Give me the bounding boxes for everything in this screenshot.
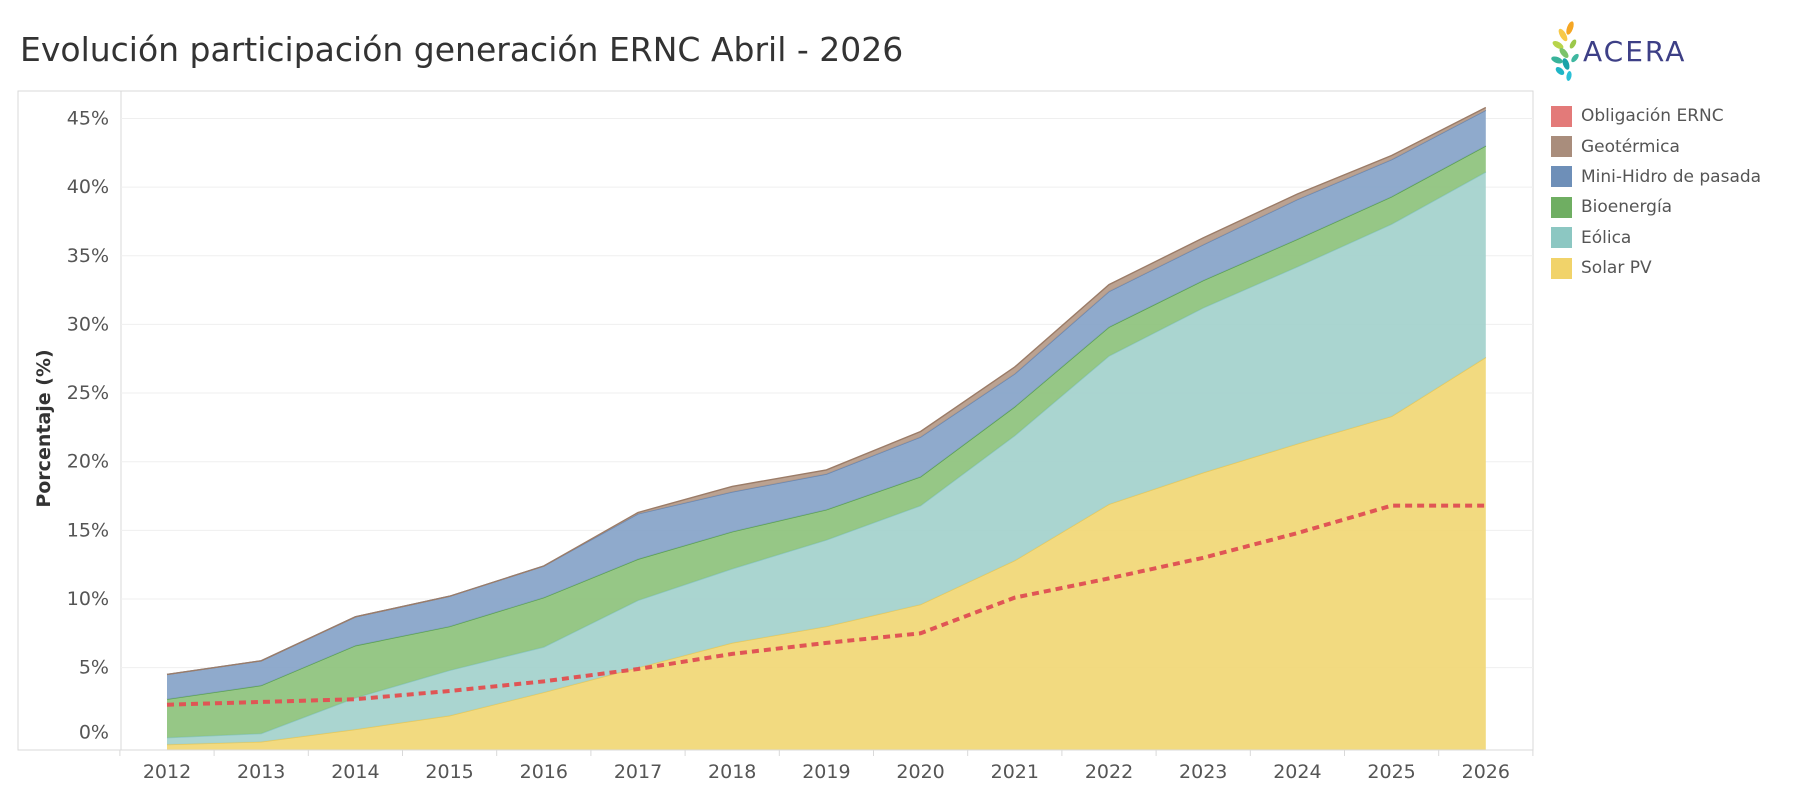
legend-swatch	[1551, 136, 1572, 158]
x-tick-label: 2015	[425, 761, 473, 783]
legend-label: Eólica	[1581, 227, 1632, 248]
y-tick-label: 10%	[67, 588, 109, 610]
legend: Obligación ERNC Geotérmica Mini-Hidro de p…	[1551, 101, 1761, 283]
x-tick-label: 2022	[1085, 761, 1133, 783]
line-layer	[166, 503, 1486, 707]
legend-item[interactable]: Eólica	[1551, 223, 1761, 253]
x-tick-label: 2018	[708, 761, 756, 783]
y-tick-label: 45%	[67, 107, 109, 129]
x-tick-label: 2017	[614, 761, 662, 783]
legend-item[interactable]: Mini-Hidro de pasada	[1551, 162, 1761, 192]
area-edge-geot-rmica	[166, 106, 1487, 676]
legend-item[interactable]: Obligación ERNC	[1551, 101, 1761, 131]
y-axis-title: Porcentaje (%)	[33, 349, 55, 507]
x-tick-label: 2021	[991, 761, 1039, 783]
chart-title: Evolución participación generación ERNC …	[20, 30, 904, 69]
y-tick-label: 25%	[67, 382, 109, 404]
acera-logo: ACERA	[1550, 18, 1700, 88]
axis-layer: 0% 5% 10% 15% 20% 25% 30% 35% 40% 45% 2012 2013 2014…	[33, 107, 1534, 783]
x-tick-label: 2012	[143, 761, 191, 783]
x-tick-label: 2025	[1367, 761, 1415, 783]
acera-logo-mark: ACERA	[1551, 21, 1686, 81]
x-tick-label: 2016	[520, 761, 568, 783]
area-e-lica	[167, 172, 1486, 745]
y-tick-label: 35%	[67, 245, 109, 267]
legend-label: Mini-Hidro de pasada	[1581, 166, 1762, 187]
legend-swatch	[1551, 196, 1572, 218]
x-tick-label: 2026	[1462, 761, 1510, 783]
legend-item[interactable]: Solar PV	[1551, 253, 1761, 283]
legend-item[interactable]: Bioenergía	[1551, 192, 1761, 222]
legend-swatch	[1551, 105, 1572, 127]
y-tick-label: 0%	[79, 721, 109, 743]
area-bioenerg-a	[167, 145, 1486, 738]
legend-swatch	[1551, 166, 1572, 188]
x-tick-label: 2019	[802, 761, 850, 783]
y-tick-label: 20%	[67, 451, 109, 473]
legend-label: Bioenergía	[1581, 197, 1673, 218]
legend-label: Obligación ERNC	[1581, 106, 1724, 127]
y-tick-label: 30%	[67, 313, 109, 335]
x-tick-label: 2014	[331, 761, 379, 783]
area-solar-pv	[167, 357, 1486, 750]
legend-swatch	[1551, 257, 1572, 279]
legend-label: Solar PV	[1581, 258, 1652, 279]
x-tick-label: 2020	[896, 761, 944, 783]
x-tick-label: 2024	[1273, 761, 1321, 783]
x-tick-label: 2013	[237, 761, 285, 783]
area-layer	[166, 106, 1487, 750]
y-tick-label: 5%	[79, 657, 109, 679]
legend-item[interactable]: Geotérmica	[1551, 131, 1761, 161]
y-tick-label: 40%	[67, 176, 109, 198]
x-tick-label: 2023	[1179, 761, 1227, 783]
logo-text: ACERA	[1583, 35, 1686, 68]
legend-label: Geotérmica	[1581, 136, 1680, 157]
y-tick-label: 15%	[67, 519, 109, 541]
obligacion-ernc-line	[166, 503, 1486, 707]
logo-leaves	[1551, 21, 1579, 81]
legend-swatch	[1551, 227, 1572, 249]
